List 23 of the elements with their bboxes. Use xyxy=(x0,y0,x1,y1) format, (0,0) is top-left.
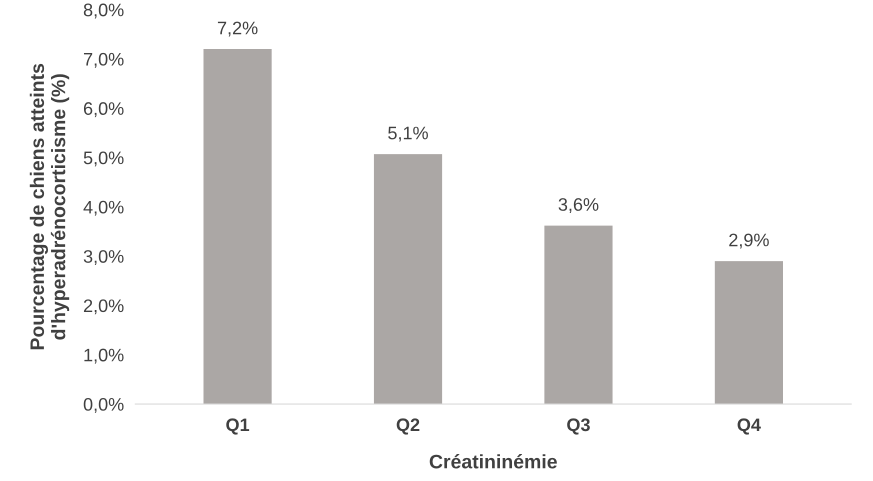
y-tick-label: 4,0% xyxy=(83,200,124,216)
y-tick-label: 8,0% xyxy=(84,4,124,18)
data-label: 3,6% xyxy=(558,198,598,214)
x-tick-label: Q4 xyxy=(738,418,761,435)
y-tick-label: 5,0% xyxy=(84,151,124,166)
x-tick-label: Q1 xyxy=(226,418,250,435)
y-tick-label: 7,0% xyxy=(84,52,124,68)
data-label: 7,2% xyxy=(218,22,258,37)
x-tick-label: Q3 xyxy=(567,418,590,435)
y-tick-label: 1,0% xyxy=(84,348,124,364)
x-tick-label: Q2 xyxy=(396,418,420,435)
data-label: 2,9% xyxy=(729,234,769,249)
y-tick-label: 0,0% xyxy=(84,398,124,413)
data-label: 5,1% xyxy=(388,126,428,142)
bar xyxy=(374,154,442,404)
y-axis-title: Pourcentage de chiens atteints d'hyperadrénocorticisme (%) xyxy=(30,64,70,350)
bar xyxy=(203,49,272,404)
y-tick-label: 3,0% xyxy=(84,250,124,265)
x-axis-title: Créatininémie xyxy=(430,454,557,468)
bar xyxy=(714,261,783,404)
bar xyxy=(544,226,613,404)
y-tick-label: 6,0% xyxy=(84,102,124,118)
y-tick-label: 2,0% xyxy=(84,299,124,314)
